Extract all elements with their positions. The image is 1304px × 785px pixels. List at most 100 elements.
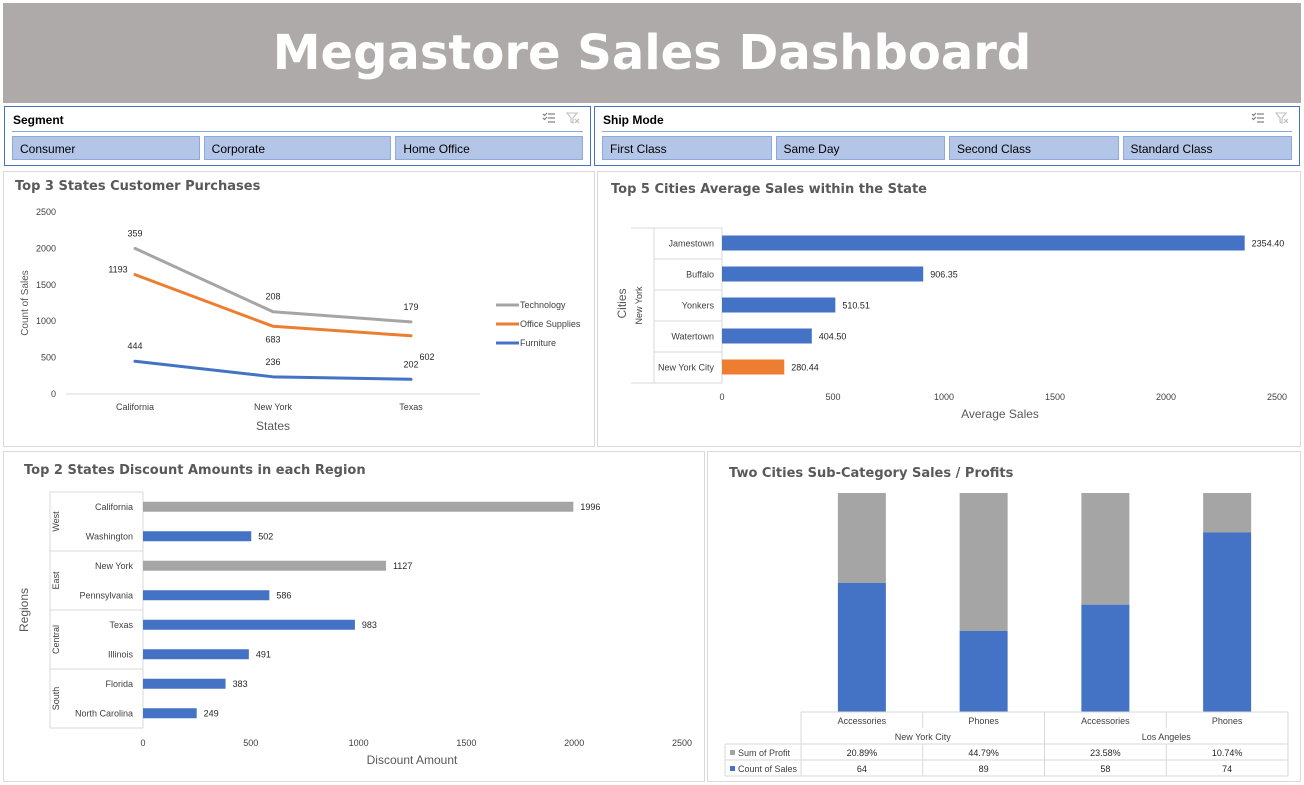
multi-select-icon[interactable]	[1251, 112, 1265, 124]
data-label: 359	[127, 228, 142, 238]
states-purchases-chart: 0 500 1000 1500 2000 2500 California New York Te…	[20, 207, 581, 433]
data-label: 983	[362, 620, 377, 630]
data-label: 510.51	[842, 301, 870, 311]
table-cell: 10.74%	[1212, 748, 1243, 758]
data-label: 1996	[580, 502, 600, 512]
bar-profit-segment	[1203, 493, 1252, 533]
x-tick-label: 1500	[456, 738, 476, 748]
bar-sales-segment	[1203, 532, 1252, 712]
y-tick-label: 0	[51, 389, 56, 399]
bar-washington	[143, 531, 252, 542]
legend-swatch	[730, 750, 735, 755]
bar-sales-segment	[837, 582, 886, 712]
bar-new-york-city	[722, 359, 785, 375]
clear-filter-icon[interactable]	[566, 112, 580, 124]
dashboard-title: Megastore Sales Dashboard	[272, 25, 1032, 81]
ship-mode-slicer-title: Ship Mode	[603, 113, 664, 127]
data-label: 249	[204, 708, 219, 718]
ship-first-class-button[interactable]: First Class	[602, 136, 772, 160]
segment-corporate-button[interactable]: Corporate	[203, 136, 392, 160]
data-label: 202	[403, 359, 418, 369]
bar-sales-segment	[959, 630, 1008, 712]
bar-illinois	[143, 649, 249, 660]
bar-sales-segment	[1081, 604, 1130, 712]
subcategory-panel: Two Cities Sub-Category Sales / Profits …	[707, 451, 1301, 782]
category-label: New York	[95, 561, 134, 571]
y-tick-label: 2000	[36, 243, 56, 253]
category-label: North Carolina	[75, 708, 133, 718]
bar-texas	[143, 619, 355, 630]
bar-profit-segment	[1081, 493, 1130, 605]
x-tick-label: 2000	[564, 738, 584, 748]
x-tick-label: New York	[254, 402, 293, 412]
category-label: New York City	[658, 363, 715, 373]
category-label: Accessories	[1081, 716, 1130, 726]
group-label: New York	[634, 286, 644, 325]
x-axis-title: States	[256, 419, 290, 433]
data-label: 383	[233, 679, 248, 689]
ship-standard-class-button[interactable]: Standard Class	[1122, 136, 1292, 160]
subcategory-title: Two Cities Sub-Category Sales / Profits	[729, 466, 1014, 481]
x-tick-label: Texas	[399, 402, 423, 412]
x-tick-label: 500	[243, 738, 258, 748]
bar-florida	[143, 678, 226, 689]
data-label: 491	[256, 649, 271, 659]
category-label: Accessories	[838, 716, 887, 726]
bar-pennsylvania	[143, 590, 270, 601]
data-label: 280.44	[791, 363, 819, 373]
table-cell: 74	[1222, 764, 1232, 774]
clear-filter-icon[interactable]	[1275, 112, 1289, 124]
category-label: Phones	[1212, 716, 1243, 726]
region-label: Central	[51, 625, 61, 654]
data-label: 683	[265, 334, 280, 344]
bar-watertown	[722, 328, 812, 344]
region-label: West	[51, 511, 61, 532]
data-label: 236	[265, 357, 280, 367]
category-label: California	[95, 502, 133, 512]
legend-label: Technology	[520, 300, 566, 310]
x-tick-label: 2500	[1267, 392, 1287, 402]
category-label: Buffalo	[686, 270, 714, 280]
category-label: Phones	[968, 716, 999, 726]
ship-second-class-button[interactable]: Second Class	[949, 136, 1119, 160]
y-axis-title: Count of Sales	[20, 270, 31, 336]
ship-mode-slicer: Ship Mode First Class Same Day Second Cl…	[594, 106, 1300, 166]
multi-select-icon[interactable]	[542, 112, 556, 124]
legend-swatch	[730, 766, 735, 771]
x-axis-title: Discount Amount	[367, 753, 458, 767]
table-cell: 64	[857, 764, 867, 774]
y-axis-title: Regions	[17, 588, 31, 632]
bar-profit-segment	[959, 493, 1008, 631]
data-label: 404.50	[819, 332, 847, 342]
y-tick-label: 2500	[36, 207, 56, 217]
legend-label: Count of Sales	[738, 764, 798, 774]
legend-label: Furniture	[520, 338, 556, 348]
x-tick-label: 0	[140, 738, 145, 748]
states-purchases-panel: Top 3 States Customer Purchases 0 500 1000…	[3, 171, 595, 447]
region-discounts-chart: California 1996 Washington 502 New York 1127 P…	[17, 491, 692, 767]
segment-consumer-button[interactable]: Consumer	[12, 136, 200, 160]
table-cell: 20.89%	[847, 748, 878, 758]
segment-home-office-button[interactable]: Home Office	[395, 136, 584, 160]
data-label: 208	[265, 292, 280, 302]
series-line-technology	[133, 246, 413, 324]
y-axis-title: Cities	[615, 288, 629, 318]
series-line-office-supplies	[133, 273, 413, 338]
bar-california	[143, 501, 574, 512]
data-label: 1127	[393, 561, 412, 571]
category-label: Texas	[109, 620, 133, 630]
cities-avg-sales-panel: Top 5 Cities Average Sales within the St…	[597, 171, 1301, 447]
category-label: Jamestown	[668, 239, 714, 249]
ship-same-day-button[interactable]: Same Day	[775, 136, 945, 160]
table-cell: 58	[1100, 764, 1110, 774]
data-label: 179	[403, 302, 418, 312]
category-label: Watertown	[671, 332, 714, 342]
x-tick-label: 1000	[349, 738, 369, 748]
table-cell: 44.79%	[968, 748, 999, 758]
x-tick-label: 0	[719, 392, 724, 402]
bar-buffalo	[722, 266, 924, 282]
cities-avg-sales-title: Top 5 Cities Average Sales within the St…	[611, 182, 927, 197]
x-tick-label: 1500	[1045, 392, 1065, 402]
region-label: South	[51, 687, 61, 711]
states-purchases-title: Top 3 States Customer Purchases	[15, 179, 261, 194]
